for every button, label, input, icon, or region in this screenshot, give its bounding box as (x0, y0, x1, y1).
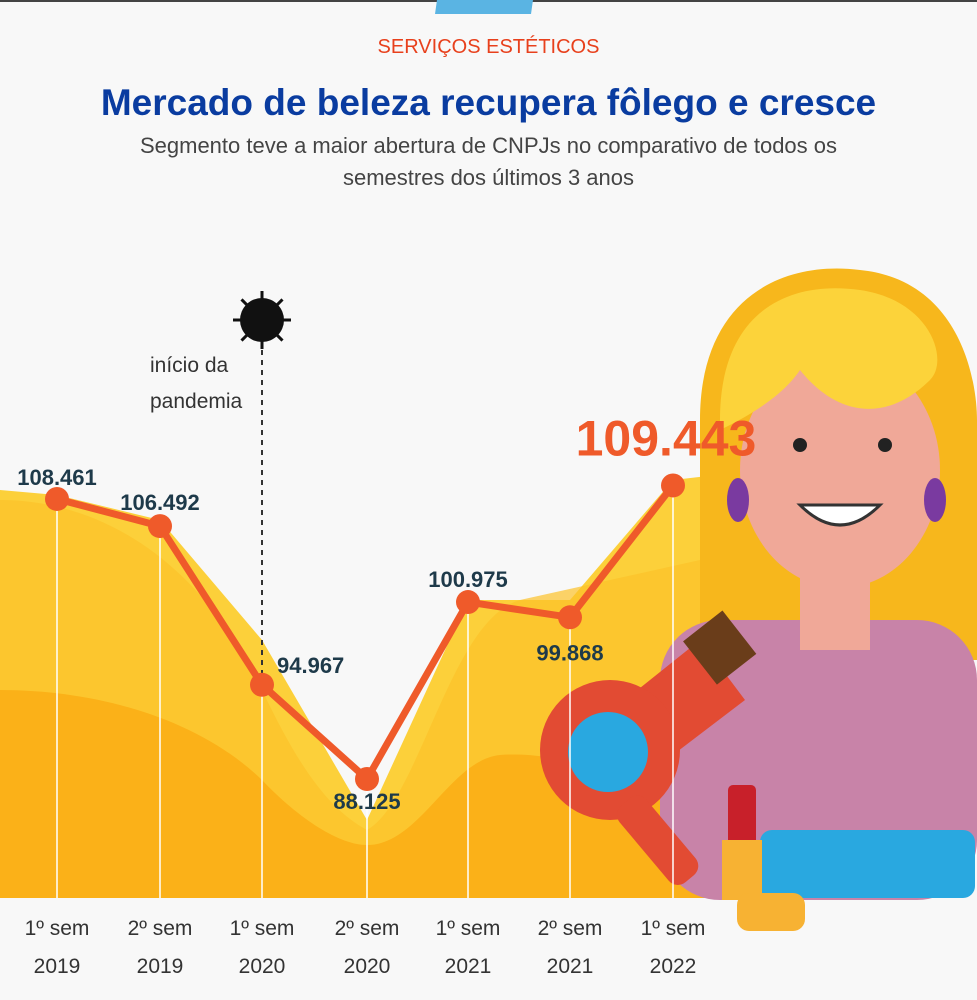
x-tick-label: 1º sem 2021 (435, 917, 501, 978)
data-point (148, 514, 172, 539)
data-label: 108.461 (17, 465, 97, 490)
x-tick-label: 1º sem 2019 (24, 917, 90, 978)
chart-title: Mercado de beleza recupera fôlego e cres… (100, 82, 877, 123)
face (740, 352, 940, 588)
x-tick-label: 1º sem 2020 (229, 917, 295, 978)
hair-front (720, 288, 938, 430)
data-label: 100.975 (428, 567, 508, 592)
data-point (45, 486, 69, 511)
data-point (250, 672, 274, 697)
chart-subtitle: Segmento teve a maior abertura de CNPJs … (139, 133, 838, 190)
pandemic-annotation: início da pandemia (150, 348, 242, 420)
data-label: 99.868 (536, 640, 603, 665)
annotation-line-1: início da (150, 354, 229, 377)
data-label: 109.443 (576, 410, 757, 466)
comb (760, 830, 975, 898)
data-point (456, 590, 480, 615)
data-point (558, 605, 582, 630)
virus-icon (233, 291, 291, 349)
kicker: SERVIÇOS ESTÉTICOS (377, 36, 600, 58)
data-point (355, 767, 379, 791)
x-tick-label: 2º sem 2021 (537, 917, 603, 978)
data-label: 88.125 (333, 789, 400, 814)
data-label: 94.967 (277, 653, 344, 678)
woman-illustration (540, 268, 977, 931)
x-tick-label: 2º sem 2020 (334, 917, 400, 978)
x-tick-label: 2º sem 2019 (127, 917, 193, 978)
hair-dryer-icon (540, 610, 757, 885)
data-label: 106.492 (120, 490, 200, 515)
x-tick-label: 1º sem 2022 (640, 917, 706, 978)
data-point (661, 473, 685, 498)
lipstick-icon (722, 785, 805, 931)
annotation-line-2: pandemia (150, 390, 243, 413)
